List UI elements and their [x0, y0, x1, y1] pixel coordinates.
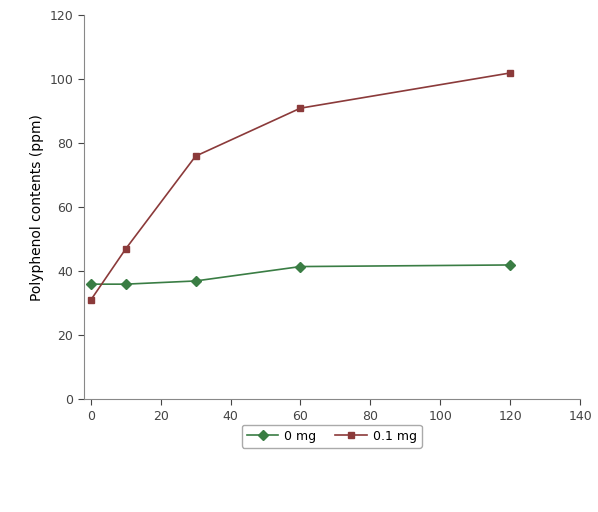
0 mg [192, 278, 199, 284]
0.1 mg [507, 70, 514, 76]
0.1 mg [87, 297, 94, 303]
0.1 mg [122, 246, 129, 252]
X-axis label: Heating time (min): Heating time (min) [266, 429, 398, 442]
Line: 0.1 mg: 0.1 mg [87, 70, 514, 304]
0 mg [507, 262, 514, 268]
0 mg [297, 264, 304, 270]
Legend: 0 mg, 0.1 mg: 0 mg, 0.1 mg [242, 425, 422, 448]
0 mg [87, 281, 94, 287]
0.1 mg [297, 105, 304, 111]
Line: 0 mg: 0 mg [87, 262, 514, 288]
0 mg [122, 281, 129, 287]
0.1 mg [192, 153, 199, 159]
Y-axis label: Polyphenol contents (ppm): Polyphenol contents (ppm) [30, 114, 44, 301]
